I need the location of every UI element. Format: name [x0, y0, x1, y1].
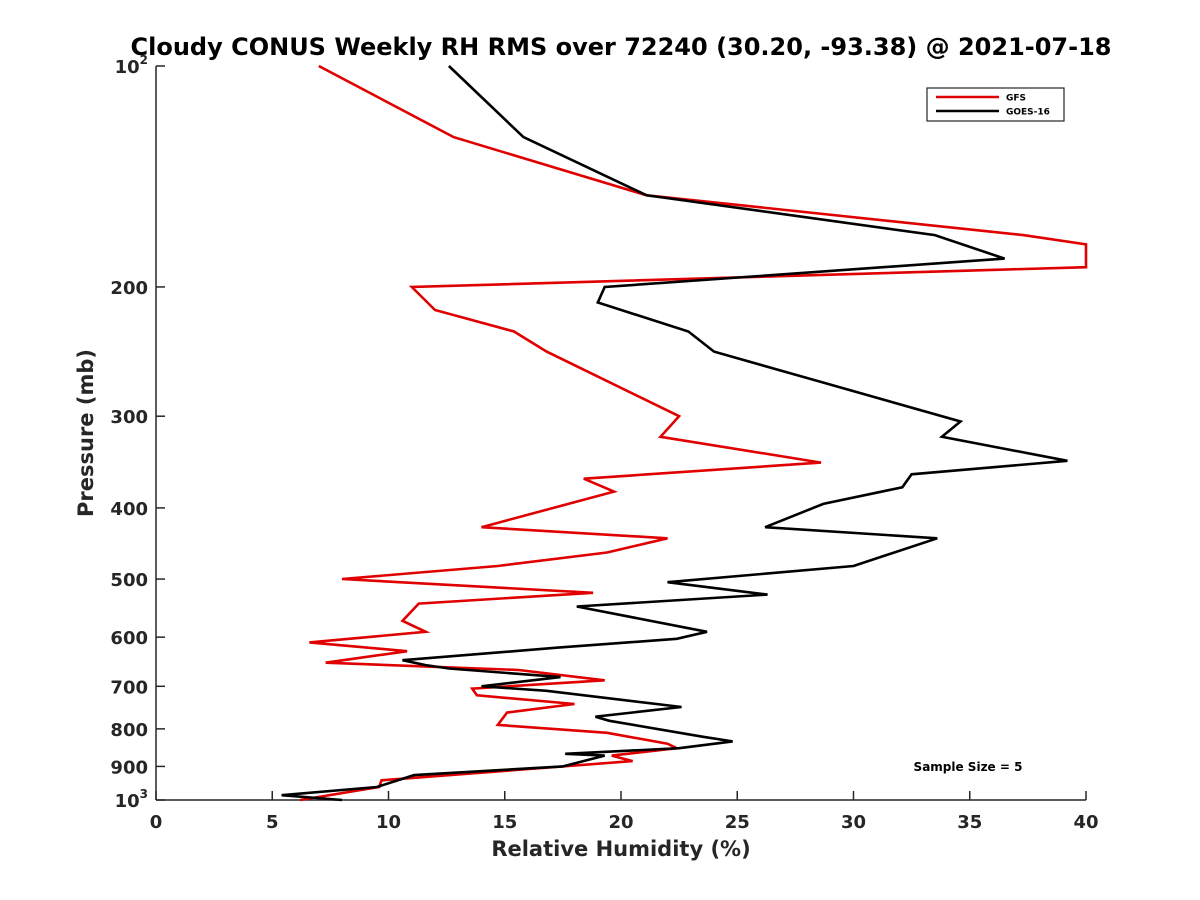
x-tick-label: 5	[266, 812, 279, 833]
x-tick-label: 15	[492, 812, 517, 833]
x-tick-label: 30	[841, 812, 866, 833]
plot-series	[281, 64, 1088, 802]
x-tick-label: 20	[608, 812, 633, 833]
x-tick-label: 40	[1073, 812, 1098, 833]
y-tick-label: 200	[110, 278, 148, 299]
x-axis-label: Relative Humidity (%)	[491, 837, 750, 861]
legend-label: GFS	[1006, 94, 1026, 104]
y-tick-label: 900	[110, 757, 148, 778]
y-tick-label: 400	[110, 499, 148, 520]
sample-size-annotation: Sample Size = 5	[914, 760, 1023, 774]
y-tick-label: 102	[115, 53, 148, 78]
x-tick-label: 35	[957, 812, 982, 833]
y-tick-label: 300	[110, 407, 148, 428]
chart-title: Cloudy CONUS Weekly RH RMS over 72240 (3…	[131, 33, 1112, 61]
y-axis-label: Pressure (mb)	[74, 349, 98, 517]
x-tick-label: 0	[150, 812, 163, 833]
y-tick-label: 500	[110, 570, 148, 591]
legend: GFS GOES-16	[926, 87, 1065, 122]
series-line-gfs	[299, 64, 1088, 802]
y-tick-label: 600	[110, 628, 148, 649]
series-line-goes-16	[281, 65, 1068, 802]
y-tick-label: 103	[115, 787, 148, 812]
y-tick-label: 800	[110, 720, 148, 741]
legend-label: GOES-16	[1006, 108, 1050, 118]
axes: 0 5 10 15 20 25 30 35 40 102 200 300 400 500 600 700 800…	[110, 53, 1098, 833]
x-tick-label: 10	[376, 812, 401, 833]
y-tick-label: 700	[110, 677, 148, 698]
legend-box	[926, 87, 1065, 122]
x-tick-label: 25	[725, 812, 750, 833]
